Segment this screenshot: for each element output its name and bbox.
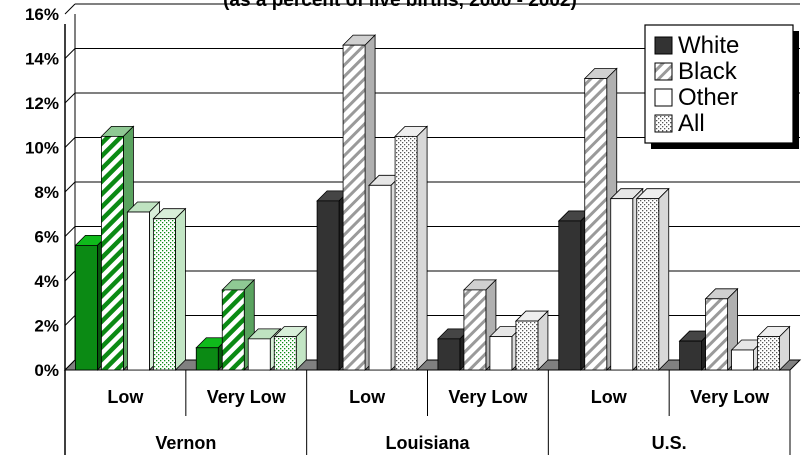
bar-front bbox=[489, 336, 513, 371]
bar-front bbox=[221, 289, 245, 371]
x-tick-label-very-low: Very Low bbox=[448, 387, 528, 407]
y-tick-labels: 0% 2% 4% 6% 8% 10% 12% 14% 16% bbox=[25, 5, 59, 380]
y-tick-label: 8% bbox=[34, 183, 59, 202]
bar-front bbox=[610, 198, 634, 371]
x-tick-label-very-low: Very Low bbox=[207, 387, 287, 407]
bar-side bbox=[175, 207, 186, 371]
legend-swatch-other bbox=[654, 88, 673, 107]
y-tick-label: 12% bbox=[25, 94, 59, 113]
bar-black-very-low-5 bbox=[704, 287, 739, 371]
legend-label-white: White bbox=[678, 32, 739, 59]
x-tick-label-low: Low bbox=[591, 387, 628, 407]
legend-label-black: Black bbox=[678, 58, 738, 85]
legend-swatch-all bbox=[654, 114, 673, 133]
bar-front bbox=[368, 184, 392, 371]
x-tick-label-low: Low bbox=[349, 387, 386, 407]
legend-label-other: Other bbox=[678, 84, 738, 111]
bar-front bbox=[101, 135, 124, 371]
bar-black-very-low-1 bbox=[221, 278, 256, 371]
bar-all-very-low-5 bbox=[756, 325, 791, 371]
bar-front bbox=[437, 338, 461, 371]
bar-all-low-4 bbox=[635, 187, 670, 371]
y-tick-label: 4% bbox=[34, 272, 59, 291]
bar-front bbox=[558, 220, 582, 371]
axes bbox=[64, 14, 76, 370]
bar-all-very-low-3 bbox=[514, 310, 549, 371]
legend-swatch-black bbox=[654, 62, 673, 81]
bar-front bbox=[75, 244, 98, 371]
bar-all-low-0 bbox=[152, 207, 187, 371]
gridline-depth bbox=[64, 181, 76, 193]
bar-side bbox=[658, 187, 670, 371]
gridline-depth bbox=[64, 315, 76, 326]
category-table: Low Very Low Low Very Low Low Very Low Vernon L… bbox=[64, 370, 791, 455]
gridline-depth bbox=[64, 3, 76, 15]
bar-front bbox=[705, 298, 728, 371]
bar-side bbox=[416, 125, 428, 371]
legend-swatch-white bbox=[654, 36, 673, 55]
bar-front bbox=[127, 211, 150, 371]
bar-side bbox=[537, 310, 549, 371]
bar-front bbox=[195, 347, 219, 371]
bar-front bbox=[463, 289, 487, 371]
x-tick-label-very-low: Very Low bbox=[690, 387, 770, 407]
bar-all-low-2 bbox=[394, 125, 429, 371]
bar-front bbox=[636, 198, 660, 371]
legend-label-all: All bbox=[678, 110, 705, 137]
bar-all-very-low-1 bbox=[273, 325, 308, 371]
gridline-depth bbox=[64, 137, 76, 148]
bar-front bbox=[273, 336, 297, 371]
bar-other-very-low-1 bbox=[247, 327, 282, 371]
bar-front bbox=[342, 44, 366, 371]
gridline-depth bbox=[64, 92, 76, 104]
y-tick-label: 6% bbox=[34, 228, 59, 247]
bar-front bbox=[584, 78, 608, 371]
x-tick-label-low: Low bbox=[107, 387, 144, 407]
group-label-u-s: U.S. bbox=[652, 433, 687, 453]
bar-front bbox=[394, 135, 418, 371]
bar-front bbox=[316, 200, 340, 371]
chart-title: (as a percent of live births, 2000 - 200… bbox=[223, 0, 577, 11]
gridline-depth bbox=[64, 270, 76, 282]
gridline-depth bbox=[64, 48, 76, 59]
y-tick-label: 10% bbox=[25, 139, 59, 158]
bar-front bbox=[515, 320, 539, 371]
y-tick-label: 14% bbox=[25, 50, 59, 69]
y-tick-label: 0% bbox=[34, 361, 59, 380]
bar-front bbox=[757, 336, 780, 371]
group-label-louisiana: Louisiana bbox=[385, 433, 470, 453]
bar-front bbox=[247, 338, 271, 371]
bar-front bbox=[679, 340, 702, 371]
bar-front bbox=[153, 218, 176, 371]
y-tick-label: 2% bbox=[34, 317, 59, 336]
y-tick-label: 16% bbox=[25, 5, 59, 24]
bars bbox=[74, 34, 791, 371]
gridline-depth bbox=[64, 226, 76, 237]
bar-front bbox=[731, 349, 754, 371]
group-label-vernon: Vernon bbox=[155, 433, 216, 453]
